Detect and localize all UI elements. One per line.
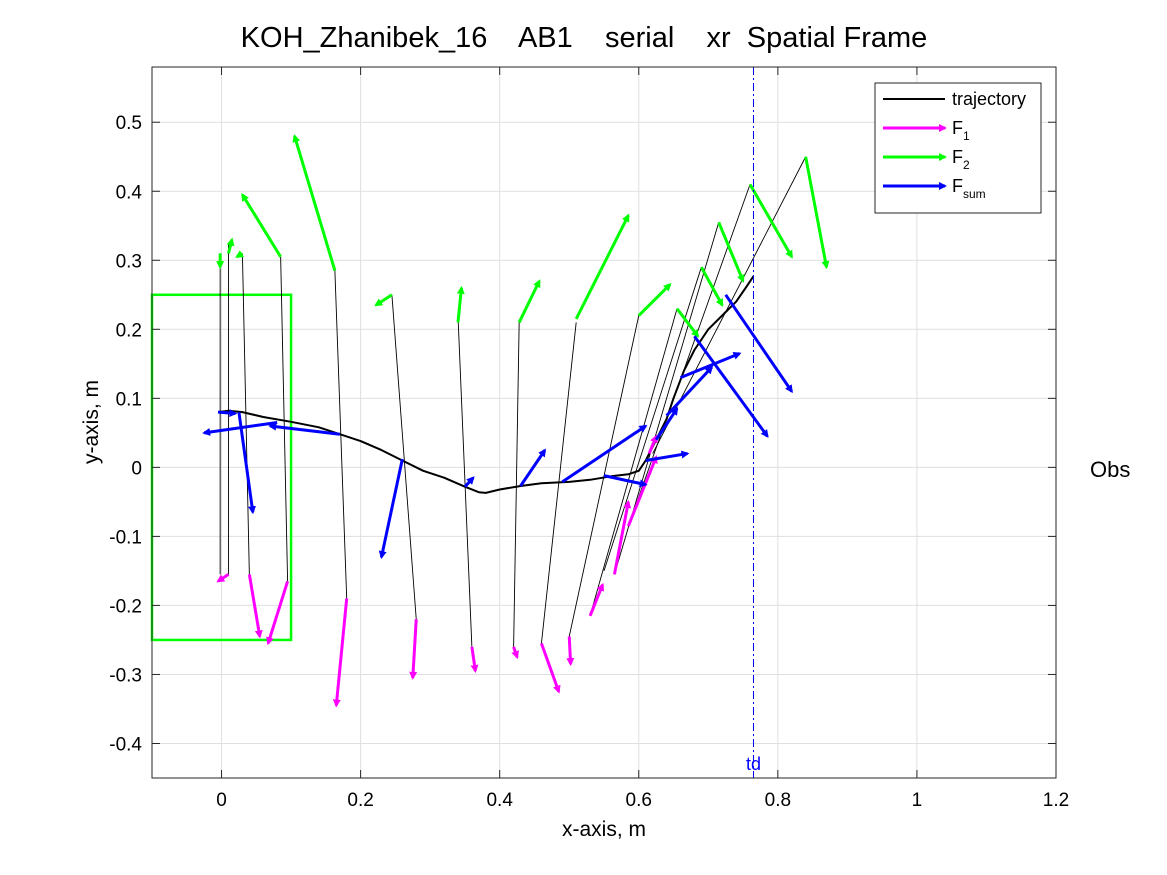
legend-label-subscript: 1 xyxy=(963,129,970,143)
connector-line xyxy=(513,322,520,647)
legend-label-subscript: 2 xyxy=(963,158,970,172)
fsum-arrow xyxy=(693,335,769,438)
legend-label-text: F xyxy=(952,118,963,138)
y-tick-label: 0.4 xyxy=(116,182,143,203)
fsum-arrow xyxy=(645,450,690,462)
f2-arrow xyxy=(292,134,337,272)
f1-arrow xyxy=(626,455,658,527)
f1-arrow xyxy=(332,598,349,708)
grid-lines xyxy=(152,67,1057,778)
connector-line xyxy=(589,308,678,616)
x-tick-labels: 0 0.2 0.4 0.6 0.8 1 1.2 xyxy=(216,790,1069,811)
td-layer: td xyxy=(746,67,761,778)
f2-arrow xyxy=(517,279,541,324)
f1-arrow xyxy=(647,434,658,455)
f1-arrow xyxy=(216,573,230,583)
chart-title: KOH_Zhanibek_16 AB1 serial xr Spatial Fr… xyxy=(241,22,928,54)
x-tick-label: 1 xyxy=(912,790,923,811)
f1-arrow xyxy=(470,646,479,673)
legend-label: Fsum xyxy=(952,176,986,201)
f2-arrow xyxy=(700,266,724,307)
f1-arrow xyxy=(247,574,263,639)
connector-line xyxy=(280,256,289,582)
connector-lines xyxy=(219,156,807,647)
legend-label: F1 xyxy=(952,118,970,143)
fsum-arrow xyxy=(378,458,404,560)
legend-label-text: F xyxy=(952,147,963,167)
f1-arrow xyxy=(540,642,561,694)
legend-label-text: trajectory xyxy=(952,89,1026,109)
fsum-arrow xyxy=(654,407,679,441)
fsum-arrow xyxy=(679,352,742,380)
f2-arrow xyxy=(241,193,282,258)
f2-arrow xyxy=(804,156,830,270)
fsum-arrow xyxy=(463,476,475,488)
plot-frame xyxy=(151,66,1057,779)
y-tick-labels: -0.4 -0.3 -0.2 -0.1 0 0.1 0.2 0.3 0.4 0.5 xyxy=(109,113,142,755)
x-tick-label: 0.2 xyxy=(347,790,373,811)
legend-box xyxy=(874,82,1042,214)
f1-arrows xyxy=(216,434,658,708)
y-tick-label: -0.4 xyxy=(109,734,142,755)
f1-arrow xyxy=(612,499,632,575)
legend-label-subscript: sum xyxy=(963,187,986,201)
f2-arrow xyxy=(226,237,235,254)
f2-arrow xyxy=(456,285,465,323)
fsum-arrow xyxy=(665,365,714,417)
x-tick-label: 0.8 xyxy=(765,790,791,811)
x-tick-label: 1.2 xyxy=(1043,790,1069,811)
tick-marks xyxy=(152,67,1057,778)
f1-arrow xyxy=(566,636,575,667)
y-tick-label: 0.1 xyxy=(116,389,142,410)
fsum-arrow xyxy=(561,424,648,484)
f2-arrow xyxy=(637,283,672,317)
y-tick-label: 0.5 xyxy=(116,113,142,134)
td-label: td xyxy=(746,754,761,774)
y-tick-label: 0.3 xyxy=(116,251,142,272)
fsum-arrow xyxy=(724,293,793,394)
fsum-arrow xyxy=(202,421,278,436)
fsum-arrow xyxy=(217,409,238,418)
f2-arrow xyxy=(235,250,245,259)
fsum-arrows xyxy=(202,293,793,560)
y-axis-label: y-axis, m xyxy=(80,380,103,464)
fsum-arrow xyxy=(519,448,547,487)
fsum-arrow xyxy=(603,474,648,488)
y-tick-label: -0.3 xyxy=(109,665,142,686)
x-tick-label: 0.6 xyxy=(626,790,652,811)
y-tick-label: -0.1 xyxy=(109,527,142,548)
f2-arrow xyxy=(748,183,794,259)
obs-label: Obs xyxy=(1090,457,1130,482)
fsum-arrow xyxy=(268,422,340,436)
f1-arrow xyxy=(266,580,290,646)
f2-arrow xyxy=(717,221,745,283)
connector-line xyxy=(627,184,751,527)
y-tick-label: -0.2 xyxy=(109,596,142,617)
f2-arrows xyxy=(216,134,830,338)
y-tick-label: 0 xyxy=(131,458,142,479)
y-tick-label: 0.2 xyxy=(116,320,142,341)
f2-arrow xyxy=(675,307,700,338)
legend-label: F2 xyxy=(952,147,970,172)
legend-label: trajectory xyxy=(952,89,1026,109)
connector-line xyxy=(391,294,417,620)
f1-arrow xyxy=(511,646,519,660)
f1-arrow xyxy=(588,582,605,617)
f2-arrow xyxy=(374,293,393,307)
f2-arrow xyxy=(574,213,630,320)
legend-label-text: F xyxy=(952,176,963,196)
x-axis-label: x-axis, m xyxy=(562,818,646,841)
x-tick-label: 0.4 xyxy=(486,790,513,811)
connector-line xyxy=(457,315,473,647)
x-tick-label: 0 xyxy=(216,790,227,811)
f1-arrow xyxy=(409,619,418,680)
